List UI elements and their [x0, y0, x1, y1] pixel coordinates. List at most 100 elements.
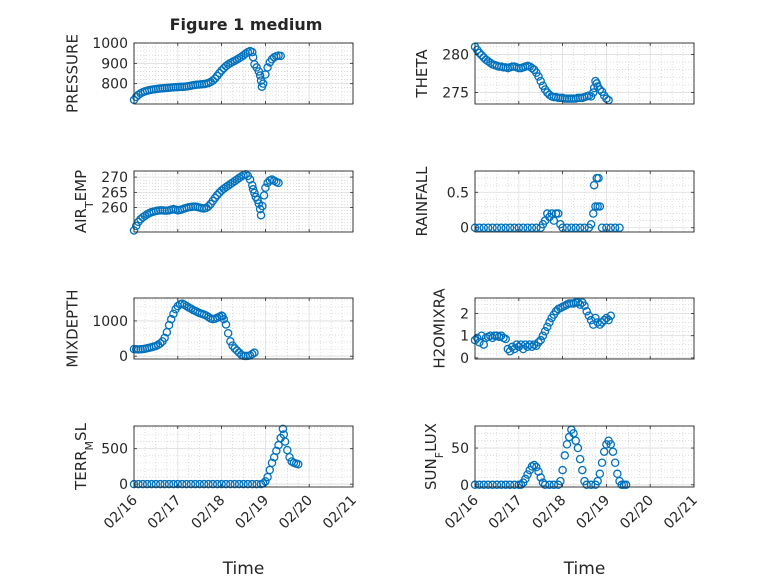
data-point: [186, 479, 196, 489]
data-point: [536, 335, 545, 345]
data-point: [250, 188, 259, 198]
data-point: [232, 346, 242, 355]
data-point: [523, 223, 532, 232]
data-point: [248, 479, 257, 489]
data-point: [595, 320, 605, 329]
data-point: [243, 479, 253, 489]
axes-box: [474, 425, 695, 488]
subplot-5: 0 1000 MIXDEPTH: [64, 289, 354, 368]
axes-box: [133, 297, 354, 360]
data-point: [599, 315, 609, 325]
y-tick-label: 0: [119, 477, 128, 493]
data-point: [621, 480, 631, 490]
figure-title: Figure 1 medium: [170, 15, 323, 34]
data-point: [501, 334, 510, 344]
data-point: [501, 480, 510, 490]
data-point: [208, 479, 218, 489]
data-point: [234, 479, 244, 489]
data-point: [210, 74, 220, 83]
data-point: [536, 76, 545, 86]
y-axis-label: AIRTEMP: [72, 170, 96, 233]
data-point: [164, 479, 174, 489]
data-point: [256, 210, 266, 220]
axes-box: [133, 42, 354, 105]
y-tick-label: 1: [460, 329, 469, 345]
data-point: [221, 479, 231, 489]
data-point: [594, 173, 603, 183]
y-axis-label: H2OMIXRA: [430, 288, 448, 369]
data-point: [610, 223, 620, 232]
data-point: [140, 211, 150, 221]
data-point: [497, 223, 506, 232]
y-tick-label: 500: [101, 442, 128, 458]
data-point: [589, 88, 598, 97]
data-point: [575, 300, 585, 309]
data-point: [518, 344, 528, 354]
data-point: [606, 311, 616, 320]
data-point: [560, 451, 570, 460]
data-point: [180, 300, 189, 309]
data-point: [527, 342, 537, 352]
data-point: [255, 71, 265, 80]
data-point: [479, 223, 489, 232]
data-point: [483, 223, 493, 232]
data-point: [173, 479, 183, 489]
data-point: [186, 304, 196, 313]
data-point: [223, 60, 233, 69]
data-point: [580, 301, 589, 311]
data-point: [278, 424, 288, 434]
data-point: [606, 223, 616, 232]
data-point: [258, 79, 268, 88]
data-point: [595, 469, 605, 479]
data-point: [521, 474, 530, 484]
data-point: [274, 178, 283, 188]
data-point: [532, 462, 541, 472]
y-tick-label: 0: [460, 221, 469, 237]
data-point: [479, 480, 489, 490]
data-point: [527, 223, 537, 232]
axes-box: [474, 297, 695, 360]
data-point: [586, 219, 596, 229]
data-point: [556, 476, 565, 486]
data-point: [254, 67, 264, 76]
data-point: [248, 185, 258, 194]
y-axis-label: THETA: [413, 49, 431, 99]
data-point: [166, 314, 176, 324]
y-tick-label: 280: [442, 47, 469, 63]
data-point: [536, 473, 545, 482]
data-point: [134, 90, 143, 100]
data-point: [529, 460, 539, 470]
data-point: [475, 48, 484, 58]
data-point: [280, 437, 290, 446]
y-tick-label: 265: [101, 185, 128, 201]
data-point: [571, 436, 580, 445]
data-point: [573, 298, 583, 307]
data-point: [252, 63, 261, 72]
data-point: [258, 201, 267, 211]
data-point: [472, 333, 482, 343]
data-point: [272, 446, 281, 456]
data-point: [527, 462, 537, 471]
data-point: [248, 47, 257, 57]
data-point: [492, 480, 502, 490]
x-axis-label: Time: [563, 559, 606, 579]
y-tick-label: 275: [442, 86, 469, 102]
data-point: [573, 443, 583, 453]
data-point: [182, 301, 191, 311]
data-point: [562, 440, 572, 449]
data-point: [582, 480, 591, 490]
data-point: [497, 480, 506, 490]
data-point: [212, 190, 222, 200]
data-point: [591, 313, 600, 323]
data-point: [204, 479, 213, 489]
data-point: [602, 313, 611, 323]
data-point: [593, 476, 602, 486]
data-point: [578, 465, 587, 475]
data-point: [245, 175, 255, 184]
data-point: [582, 307, 591, 316]
data-point: [510, 344, 519, 354]
data-point: [293, 460, 303, 469]
y-tick-label: 50: [451, 441, 469, 457]
